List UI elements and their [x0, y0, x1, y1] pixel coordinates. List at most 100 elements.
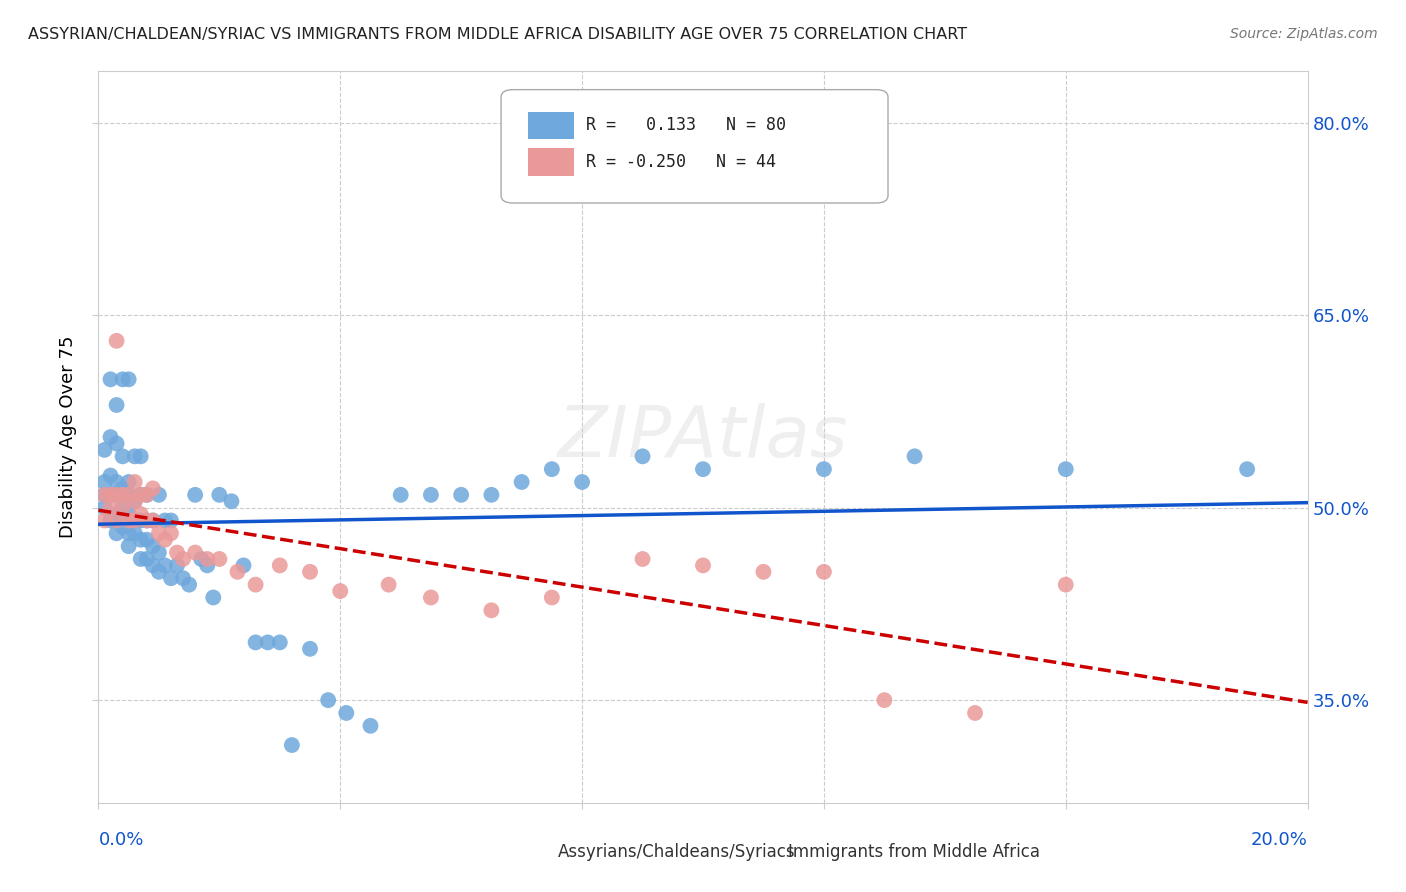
Point	[111, 500, 134, 515]
Point	[111, 450, 134, 464]
Point	[124, 494, 146, 508]
Point	[129, 507, 152, 521]
Bar	[527, 841, 553, 863]
Text: Immigrants from Middle Africa: Immigrants from Middle Africa	[787, 843, 1039, 861]
Point	[111, 520, 134, 534]
Point	[540, 462, 562, 476]
Point	[481, 603, 503, 617]
Point	[450, 488, 472, 502]
Point	[148, 526, 170, 541]
Point	[93, 514, 115, 528]
Point	[118, 539, 141, 553]
Point	[100, 372, 122, 386]
Point	[105, 488, 128, 502]
Point	[335, 706, 357, 720]
Text: 0.0%: 0.0%	[98, 831, 143, 849]
Point	[281, 738, 304, 752]
Point	[208, 488, 231, 502]
Point	[481, 488, 503, 502]
Point	[105, 514, 128, 528]
Point	[105, 398, 128, 412]
Point	[142, 514, 165, 528]
Point	[316, 693, 339, 707]
Point	[692, 558, 714, 573]
Point	[105, 507, 128, 521]
Point	[118, 526, 141, 541]
Point	[172, 571, 194, 585]
Point	[184, 545, 207, 559]
Text: R = -0.250   N = 44: R = -0.250 N = 44	[586, 153, 776, 171]
Point	[195, 552, 218, 566]
Point	[105, 526, 128, 541]
Point	[105, 475, 128, 489]
Point	[118, 507, 141, 521]
Bar	[758, 841, 782, 863]
Point	[540, 591, 562, 605]
Text: ZIPAtlas: ZIPAtlas	[558, 402, 848, 472]
Point	[124, 514, 146, 528]
Text: Source: ZipAtlas.com: Source: ZipAtlas.com	[1230, 27, 1378, 41]
Text: Assyrians/Chaldeans/Syriacs: Assyrians/Chaldeans/Syriacs	[558, 843, 796, 861]
Point	[142, 514, 165, 528]
Text: ASSYRIAN/CHALDEAN/SYRIAC VS IMMIGRANTS FROM MIDDLE AFRICA DISABILITY AGE OVER 75: ASSYRIAN/CHALDEAN/SYRIAC VS IMMIGRANTS F…	[28, 27, 967, 42]
Point	[135, 488, 157, 502]
Point	[124, 450, 146, 464]
Point	[142, 558, 165, 573]
Point	[299, 565, 322, 579]
Point	[148, 565, 170, 579]
Point	[195, 558, 218, 573]
Bar	[527, 148, 574, 176]
Point	[813, 462, 835, 476]
Point	[105, 488, 128, 502]
Point	[813, 565, 835, 579]
Point	[160, 571, 183, 585]
Point	[111, 482, 134, 496]
Point	[100, 488, 122, 502]
Point	[118, 475, 141, 489]
Point	[129, 450, 152, 464]
Point	[142, 539, 165, 553]
Point	[142, 482, 165, 496]
Point	[148, 488, 170, 502]
Point	[329, 584, 352, 599]
Point	[510, 475, 533, 489]
Point	[420, 591, 443, 605]
Point	[135, 514, 157, 528]
Point	[129, 533, 152, 547]
Point	[631, 450, 654, 464]
Point	[129, 514, 152, 528]
Point	[269, 558, 291, 573]
Point	[148, 545, 170, 559]
Point	[692, 462, 714, 476]
Point	[93, 488, 115, 502]
Point	[208, 552, 231, 566]
Point	[135, 488, 157, 502]
Point	[232, 558, 254, 573]
Point	[93, 475, 115, 489]
Point	[153, 514, 176, 528]
Point	[153, 558, 176, 573]
Point	[111, 500, 134, 515]
Point	[752, 565, 775, 579]
Point	[360, 719, 382, 733]
Point	[111, 372, 134, 386]
Point	[571, 475, 593, 489]
Point	[160, 526, 183, 541]
Point	[129, 488, 152, 502]
Point	[118, 514, 141, 528]
Point	[129, 488, 152, 502]
Point	[179, 577, 201, 591]
Point	[105, 436, 128, 450]
Point	[118, 372, 141, 386]
Point	[118, 488, 141, 502]
Point	[377, 577, 399, 591]
Point	[100, 500, 122, 515]
Point	[172, 552, 194, 566]
Point	[965, 706, 987, 720]
Point	[420, 488, 443, 502]
Y-axis label: Disability Age Over 75: Disability Age Over 75	[59, 335, 77, 539]
Point	[100, 488, 122, 502]
Point	[100, 514, 122, 528]
Point	[245, 577, 267, 591]
Point	[256, 635, 278, 649]
